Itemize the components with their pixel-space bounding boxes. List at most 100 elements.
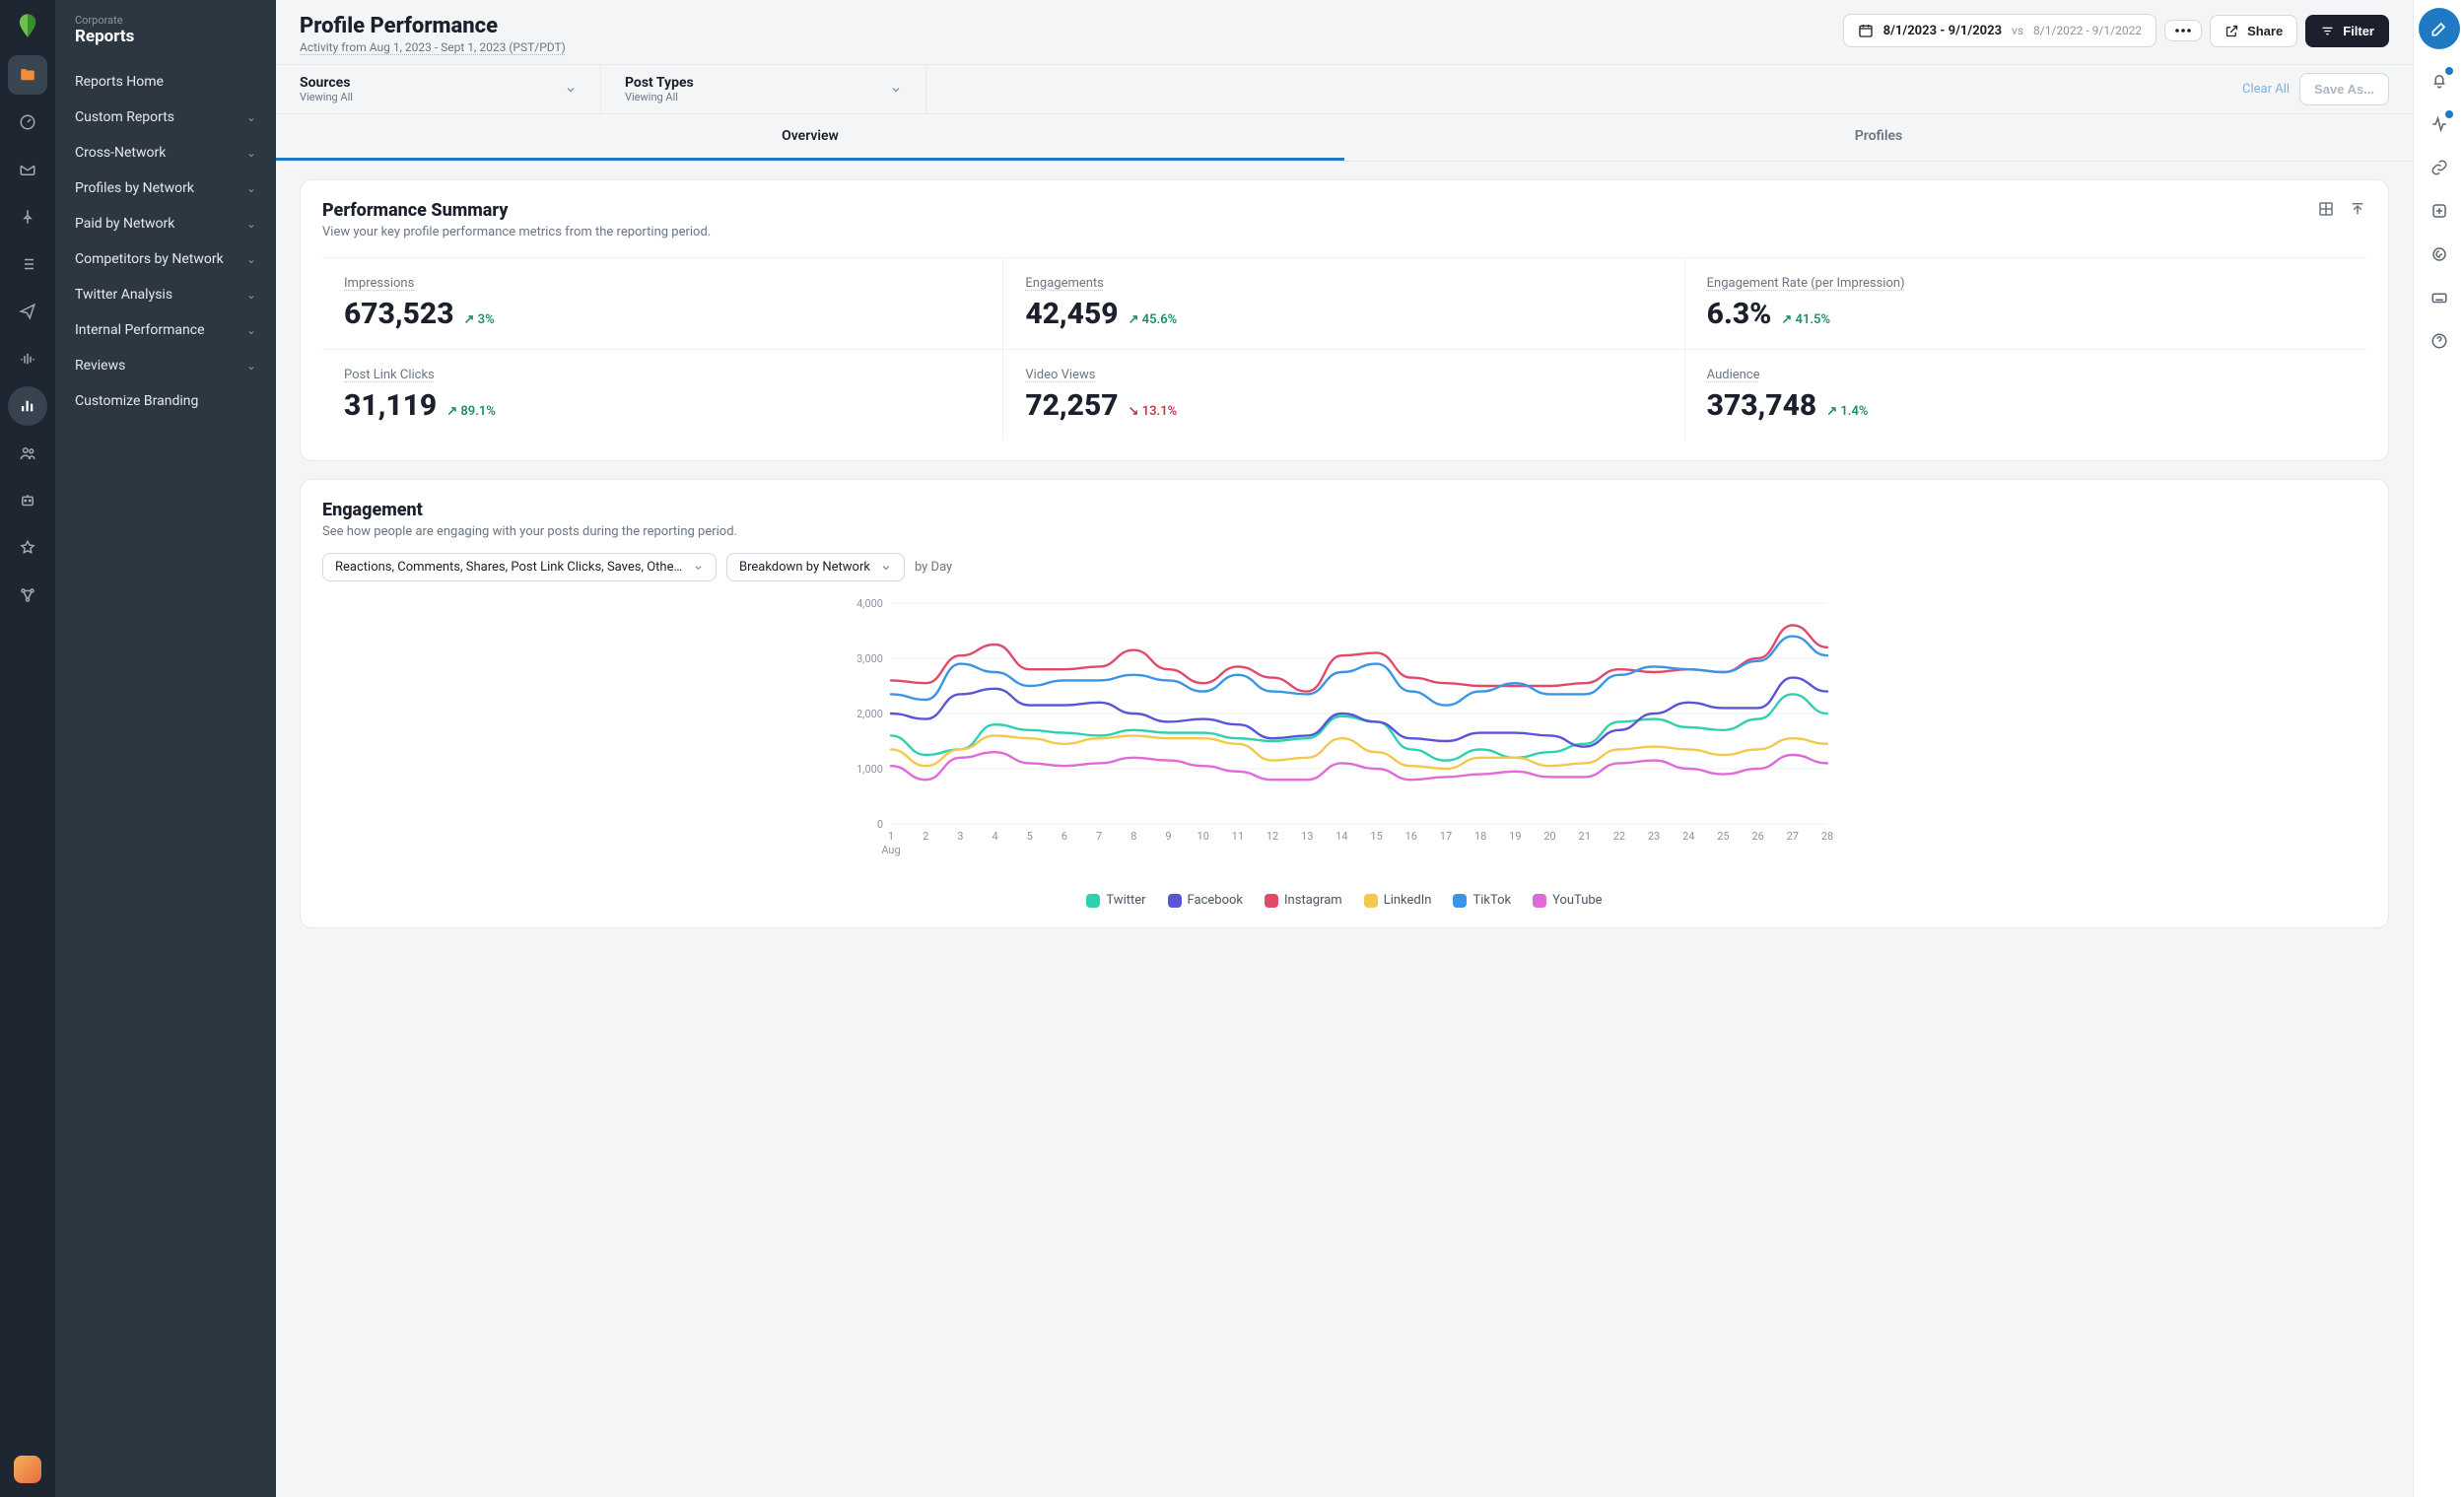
svg-text:6: 6 (1061, 830, 1067, 843)
filter-bar: Sources Viewing All Post Types Viewing A… (276, 64, 2413, 114)
nav-item[interactable]: Competitors by Network⌄ (55, 241, 276, 277)
main-content: Profile Performance Activity from Aug 1,… (276, 0, 2413, 1497)
metric-value: 373,748 (1707, 388, 1817, 423)
help-icon[interactable] (2422, 323, 2457, 359)
right-rail (2413, 0, 2464, 1497)
date-range-picker[interactable]: 8/1/2023 - 9/1/2023 vs 8/1/2022 - 9/1/20… (1843, 14, 2156, 47)
chevron-down-icon: ⌄ (246, 110, 256, 124)
nav-customize-branding[interactable]: Customize Branding (55, 383, 276, 419)
collapse-icon[interactable] (2349, 200, 2366, 222)
rail-analytics-icon[interactable] (8, 386, 47, 426)
metric-delta: ↗ 89.1% (446, 404, 496, 419)
metrics-select[interactable]: Reactions, Comments, Shares, Post Link C… (322, 553, 717, 581)
rail-list-icon[interactable] (8, 244, 47, 284)
notifications-icon[interactable] (2422, 63, 2457, 99)
metric-value: 72,257 (1025, 388, 1118, 423)
metric-delta: ↗ 45.6% (1129, 312, 1178, 327)
filter-sub: Viewing All (625, 91, 694, 103)
filter-button[interactable]: Filter (2305, 15, 2389, 47)
metric-delta: ↗ 41.5% (1781, 312, 1830, 327)
svg-text:5: 5 (1027, 830, 1033, 843)
metric-label: Post Link Clicks (344, 368, 981, 382)
rail-network-icon[interactable] (8, 576, 47, 615)
chevron-down-icon: ⌄ (246, 323, 256, 337)
target-icon[interactable] (2422, 237, 2457, 272)
filter-post-types[interactable]: Post Types Viewing All (601, 65, 926, 113)
metric-label: Engagements (1025, 276, 1662, 291)
nav-item[interactable]: Twitter Analysis⌄ (55, 277, 276, 312)
breakdown-select[interactable]: Breakdown by Network (726, 553, 905, 581)
nav-item[interactable]: Reviews⌄ (55, 348, 276, 383)
svg-text:22: 22 (1613, 830, 1625, 843)
legend-item[interactable]: YouTube (1533, 893, 1603, 908)
legend-swatch (1168, 894, 1182, 908)
topbar: Profile Performance Activity from Aug 1,… (276, 0, 2413, 64)
svg-text:15: 15 (1370, 830, 1382, 843)
svg-text:10: 10 (1197, 830, 1208, 843)
add-icon[interactable] (2422, 193, 2457, 229)
nav-item[interactable]: Custom Reports⌄ (55, 100, 276, 135)
chevron-down-icon (890, 84, 902, 96)
chevron-down-icon (693, 562, 704, 574)
metric-value: 6.3% (1707, 297, 1772, 331)
svg-text:0: 0 (877, 818, 883, 831)
nav-item[interactable]: Profiles by Network⌄ (55, 170, 276, 206)
rail-bot-icon[interactable] (8, 481, 47, 520)
clear-all-link[interactable]: Clear All (2242, 82, 2290, 97)
nav-item[interactable]: Paid by Network⌄ (55, 206, 276, 241)
grid-view-icon[interactable] (2317, 200, 2335, 222)
more-button[interactable] (2164, 20, 2202, 41)
nav-label: Internal Performance (75, 322, 205, 338)
performance-summary-card: Performance Summary View your key profil… (300, 179, 2389, 461)
filter-sources[interactable]: Sources Viewing All (276, 65, 601, 113)
card-title: Engagement (322, 500, 737, 520)
card-subtitle: View your key profile performance metric… (322, 225, 711, 239)
svg-text:17: 17 (1440, 830, 1452, 843)
share-button[interactable]: Share (2210, 15, 2297, 47)
save-as-button[interactable]: Save As... (2299, 73, 2389, 105)
legend-swatch (1533, 894, 1546, 908)
legend-item[interactable]: Twitter (1086, 893, 1145, 908)
svg-text:28: 28 (1821, 830, 1833, 843)
icon-rail (0, 0, 55, 1497)
rail-star-icon[interactable] (8, 528, 47, 568)
compose-button[interactable] (2419, 8, 2460, 49)
svg-text:2,000: 2,000 (856, 708, 883, 720)
tab-profiles[interactable]: Profiles (1344, 114, 2413, 161)
svg-text:23: 23 (1648, 830, 1660, 843)
keyboard-icon[interactable] (2422, 280, 2457, 315)
activity-icon[interactable] (2422, 106, 2457, 142)
rail-inbox-icon[interactable] (8, 150, 47, 189)
nav-label: Paid by Network (75, 216, 174, 232)
rail-pin-icon[interactable] (8, 197, 47, 237)
legend-item[interactable]: TikTok (1453, 893, 1511, 908)
link-icon[interactable] (2422, 150, 2457, 185)
svg-text:9: 9 (1165, 830, 1171, 843)
sidebar-brand: Corporate Reports (55, 14, 276, 64)
legend-swatch (1453, 894, 1467, 908)
rail-speed-icon[interactable] (8, 102, 47, 142)
nav-item[interactable]: Cross-Network⌄ (55, 135, 276, 170)
svg-text:25: 25 (1717, 830, 1729, 843)
legend-label: TikTok (1472, 893, 1511, 908)
metric-cell: Post Link Clicks31,119↗ 89.1% (322, 350, 1003, 441)
nav-label: Cross-Network (75, 145, 166, 161)
metric-delta: ↘ 13.1% (1129, 404, 1178, 419)
filter-icon (2320, 24, 2335, 38)
legend-item[interactable]: Instagram (1265, 893, 1342, 908)
filter-sub: Viewing All (300, 91, 353, 103)
date-primary: 8/1/2023 - 9/1/2023 (1883, 24, 2002, 38)
rail-send-icon[interactable] (8, 292, 47, 331)
metric-cell: Impressions673,523↗ 3% (322, 258, 1003, 350)
tab-overview[interactable]: Overview (276, 114, 1344, 161)
legend-item[interactable]: LinkedIn (1364, 893, 1432, 908)
nav-reports-home[interactable]: Reports Home (55, 64, 276, 100)
rail-folder-icon[interactable] (8, 55, 47, 95)
nav-item[interactable]: Internal Performance ⌄ (55, 312, 276, 348)
legend-item[interactable]: Facebook (1168, 893, 1243, 908)
rail-people-icon[interactable] (8, 434, 47, 473)
rail-audio-icon[interactable] (8, 339, 47, 378)
svg-text:8: 8 (1130, 830, 1136, 843)
filter-title: Sources (300, 75, 353, 91)
legend-label: Twitter (1106, 893, 1145, 908)
